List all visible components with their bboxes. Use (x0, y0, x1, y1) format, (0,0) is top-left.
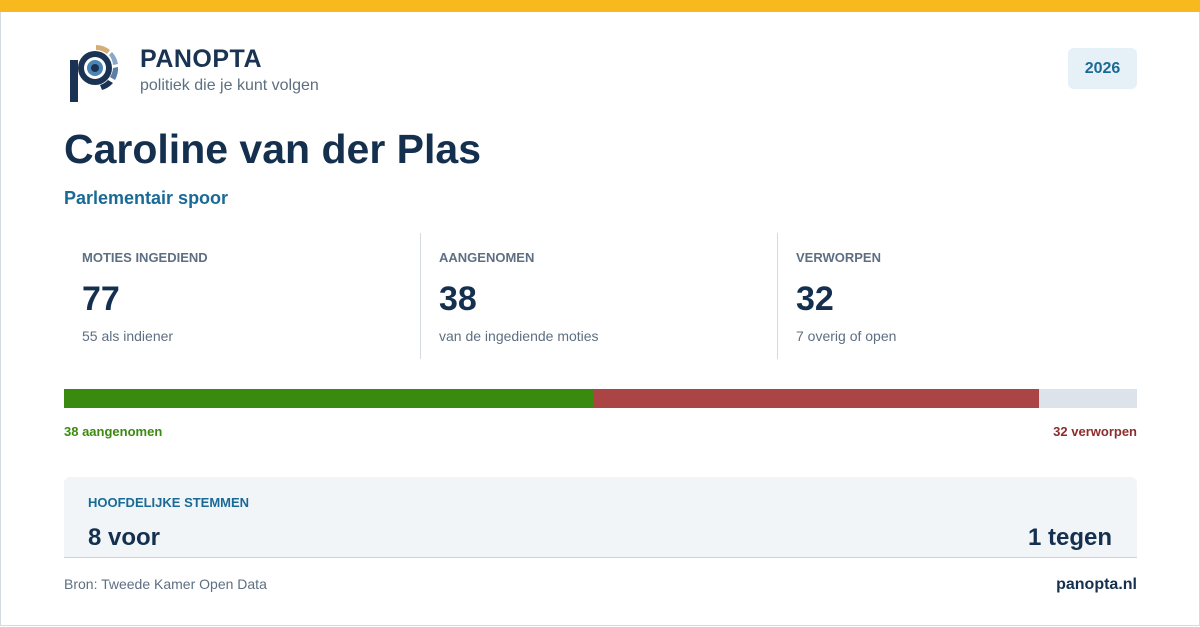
votes-label: HOOFDELIJKE STEMMEN (88, 495, 250, 510)
bar-segment (64, 389, 594, 408)
votes-box: HOOFDELIJKE STEMMEN 8 voor 1 tegen (64, 477, 1137, 558)
person-name: Caroline van der Plas (64, 126, 482, 172)
stat-label: MOTIES INGEDIEND (82, 250, 208, 265)
logo (70, 45, 119, 102)
progress-bar (64, 389, 1137, 408)
top-accent (0, 0, 1200, 12)
stat: MOTIES INGEDIEND 77 55 als indiener (64, 233, 404, 359)
votes-for: 8 voor (88, 524, 161, 551)
stat-note: 7 overig of open (796, 328, 897, 344)
brand: PANOPTA (140, 45, 263, 73)
stat-note: 55 als indiener (82, 328, 174, 344)
bar-segment (1039, 389, 1137, 408)
stat-label: AANGENOMEN (439, 250, 535, 265)
stat: AANGENOMEN 38 van de ingediende moties (420, 233, 761, 359)
tagline: politiek die je kunt volgen (140, 77, 319, 94)
bar-label: 38 aangenomen (64, 424, 163, 439)
site: panopta.nl (1056, 576, 1137, 593)
source: Bron: Tweede Kamer Open Data (64, 576, 267, 592)
stat-note: van de ingediende moties (439, 328, 599, 344)
subtitle: Parlementair spoor (64, 188, 229, 208)
stat: VERWORPEN 32 7 overig of open (777, 233, 1118, 359)
stat-value: 38 (439, 280, 477, 318)
year-badge: 2026 (1068, 48, 1137, 89)
bar-segment (593, 389, 1040, 408)
votes-against: 1 tegen (1027, 524, 1112, 551)
bar-label: 32 verworpen (1053, 424, 1137, 439)
stat-value: 32 (796, 280, 834, 318)
stat-label: VERWORPEN (796, 250, 881, 265)
stat-value: 77 (82, 280, 120, 318)
